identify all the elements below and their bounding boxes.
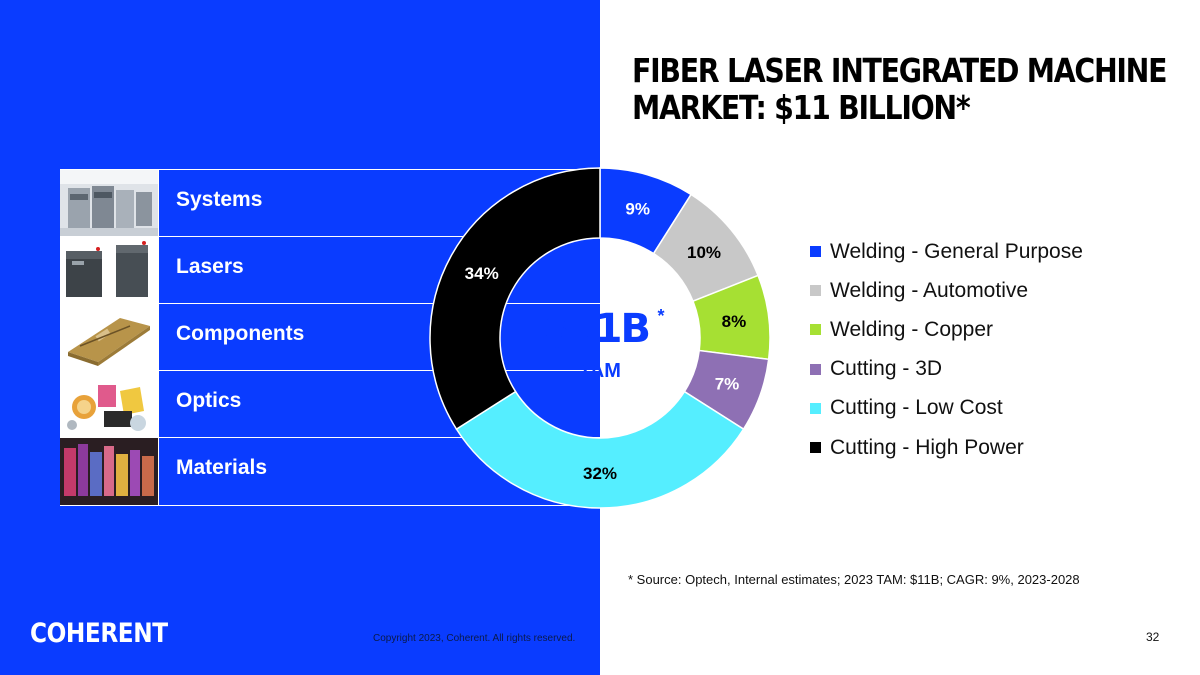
- legend-item-4: Cutting - Low Cost: [810, 389, 1190, 428]
- segment-label: Lasers: [176, 255, 244, 278]
- optics-photo: [60, 371, 159, 438]
- legend-item-0: Welding - General Purpose: [810, 232, 1190, 271]
- legend-swatch: [810, 402, 821, 414]
- title-line-1: FIBER LASER INTEGRATED MACHINE: [632, 51, 1168, 90]
- segment-label: Optics: [176, 389, 242, 412]
- legend-item-1: Welding - Automotive: [810, 271, 1190, 310]
- slice-label-1: 10%: [687, 243, 721, 262]
- source-note: * Source: Optech, Internal estimates; 20…: [628, 572, 1080, 587]
- legend-label: Welding - General Purpose: [830, 239, 1083, 263]
- center-asterisk: *: [657, 306, 664, 326]
- legend-label: Cutting - 3D: [830, 357, 943, 381]
- donut-slice-4: [455, 390, 745, 509]
- legend-item-3: Cutting - 3D: [810, 350, 1190, 389]
- center-label: TAM: [579, 360, 621, 382]
- legend-label: Welding - Automotive: [830, 278, 1029, 302]
- slide-title: FIBER LASER INTEGRATED MACHINE MARKET: $…: [632, 51, 1168, 127]
- slice-label-5: 34%: [465, 264, 499, 283]
- slice-label-0: 9%: [625, 199, 650, 218]
- legend-swatch: [810, 442, 821, 454]
- legend-label: Cutting - High Power: [830, 435, 1024, 459]
- page-number: 32: [1146, 630, 1160, 644]
- slice-label-2: 8%: [722, 312, 747, 331]
- legend-swatch: [810, 285, 821, 297]
- legend-swatch: [810, 363, 821, 375]
- segment-row-optics: Optics: [60, 370, 600, 438]
- legend-swatch: [810, 246, 821, 258]
- systems-photo: [60, 170, 159, 237]
- segment-row-materials: Materials: [60, 437, 600, 506]
- slice-label-3: 7%: [715, 375, 740, 394]
- title-line-2: MARKET: $11 BILLION*: [632, 88, 971, 127]
- donut-slices: [429, 167, 771, 509]
- coherent-logo: COHERENT: [30, 618, 168, 649]
- legend-label: Cutting - Low Cost: [830, 396, 1003, 420]
- slice-label-4: 32%: [583, 464, 617, 483]
- components-photo: [60, 304, 159, 371]
- segment-row-systems: Systems: [60, 169, 600, 237]
- segment-label: Materials: [176, 456, 268, 479]
- center-value: $11B: [543, 306, 649, 352]
- legend-item-2: Welding - Copper: [810, 310, 1190, 349]
- lasers-photo: [60, 237, 159, 304]
- segment-label: Systems: [176, 188, 263, 211]
- legend-swatch: [810, 324, 821, 336]
- legend-label: Welding - Copper: [830, 317, 994, 341]
- donut-slice-5: [429, 167, 601, 431]
- legend-item-5: Cutting - High Power: [810, 428, 1190, 467]
- donut-slice-labels: 9% 10% 8% 7% 32% 34%: [465, 199, 747, 483]
- segment-row-lasers: Lasers: [60, 236, 600, 304]
- segment-label: Components: [176, 322, 305, 345]
- materials-photo: [60, 438, 159, 505]
- segment-row-components: Components: [60, 303, 600, 371]
- copyright-text: Copyright 2023, Coherent. All rights res…: [373, 633, 576, 644]
- chart-legend: Welding - General Purpose Welding - Autom…: [810, 232, 1190, 467]
